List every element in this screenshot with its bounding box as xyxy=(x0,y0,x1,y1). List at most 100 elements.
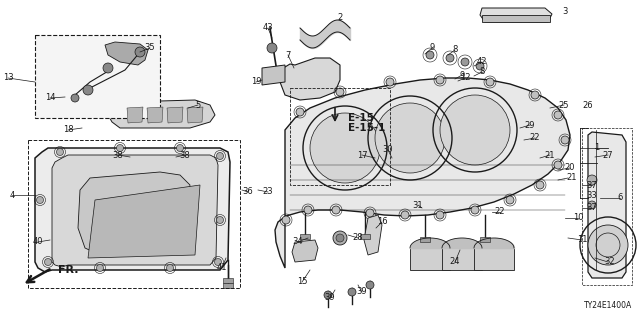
Text: 9: 9 xyxy=(429,44,435,52)
Text: TY24E1400A: TY24E1400A xyxy=(584,301,632,310)
Text: 39: 39 xyxy=(324,293,335,302)
Polygon shape xyxy=(292,240,318,262)
Text: 6: 6 xyxy=(618,194,623,203)
Text: E-15: E-15 xyxy=(348,113,374,123)
Circle shape xyxy=(440,95,510,165)
Text: 10: 10 xyxy=(573,213,583,222)
Circle shape xyxy=(426,51,434,59)
Circle shape xyxy=(554,111,562,119)
Circle shape xyxy=(471,206,479,214)
Polygon shape xyxy=(35,148,230,272)
Circle shape xyxy=(103,63,113,73)
Circle shape xyxy=(336,88,344,96)
Polygon shape xyxy=(280,58,340,100)
Polygon shape xyxy=(108,100,215,128)
Circle shape xyxy=(476,62,484,70)
Circle shape xyxy=(216,153,223,159)
Circle shape xyxy=(216,217,223,223)
Circle shape xyxy=(336,234,344,242)
Circle shape xyxy=(304,206,312,214)
Text: 2: 2 xyxy=(337,13,342,22)
Text: 27: 27 xyxy=(603,150,613,159)
Circle shape xyxy=(267,43,277,53)
Text: 26: 26 xyxy=(582,100,593,109)
Circle shape xyxy=(214,259,221,266)
Circle shape xyxy=(587,175,597,185)
Polygon shape xyxy=(410,248,450,270)
Text: 14: 14 xyxy=(45,93,55,102)
Polygon shape xyxy=(262,65,285,85)
Text: 35: 35 xyxy=(145,44,156,52)
Polygon shape xyxy=(127,107,143,123)
Circle shape xyxy=(531,91,539,99)
Circle shape xyxy=(554,161,562,169)
Text: 33: 33 xyxy=(587,190,597,199)
Polygon shape xyxy=(442,248,482,270)
Text: 24: 24 xyxy=(450,258,460,267)
Text: 17: 17 xyxy=(356,150,367,159)
Text: 5: 5 xyxy=(195,100,200,109)
Polygon shape xyxy=(187,107,203,123)
Polygon shape xyxy=(78,172,190,255)
Polygon shape xyxy=(223,278,233,283)
Text: 7: 7 xyxy=(285,51,291,60)
Polygon shape xyxy=(474,248,514,270)
Polygon shape xyxy=(588,132,626,278)
Circle shape xyxy=(97,265,104,271)
Text: 13: 13 xyxy=(3,74,13,83)
Circle shape xyxy=(506,196,514,204)
Text: 39: 39 xyxy=(356,287,367,297)
Polygon shape xyxy=(147,107,163,123)
Text: 23: 23 xyxy=(262,188,273,196)
Circle shape xyxy=(436,76,444,84)
Text: 41: 41 xyxy=(217,263,227,273)
Text: 8: 8 xyxy=(452,45,458,54)
Text: 1: 1 xyxy=(595,143,600,153)
Circle shape xyxy=(56,148,63,156)
Text: 12: 12 xyxy=(460,74,470,83)
Text: FR.: FR. xyxy=(58,265,79,275)
Text: 22: 22 xyxy=(530,133,540,142)
Text: E-15-1: E-15-1 xyxy=(348,123,385,133)
Circle shape xyxy=(36,196,44,204)
Text: 32: 32 xyxy=(605,258,615,267)
Polygon shape xyxy=(52,155,218,267)
Polygon shape xyxy=(360,234,370,239)
Text: 37: 37 xyxy=(587,204,597,212)
Polygon shape xyxy=(480,8,552,22)
Text: 37: 37 xyxy=(587,180,597,189)
Text: 29: 29 xyxy=(525,121,535,130)
Circle shape xyxy=(436,211,444,219)
Circle shape xyxy=(588,201,596,209)
Polygon shape xyxy=(480,237,490,242)
Circle shape xyxy=(333,231,347,245)
Text: 3: 3 xyxy=(563,7,568,17)
Polygon shape xyxy=(300,234,310,239)
Polygon shape xyxy=(167,107,183,123)
Circle shape xyxy=(282,216,290,224)
Text: 8: 8 xyxy=(479,68,484,76)
Circle shape xyxy=(332,206,340,214)
Circle shape xyxy=(536,181,544,189)
Text: 19: 19 xyxy=(251,77,261,86)
Circle shape xyxy=(401,211,409,219)
Polygon shape xyxy=(223,283,233,288)
Circle shape xyxy=(386,78,394,86)
Text: 25: 25 xyxy=(559,100,569,109)
Circle shape xyxy=(296,108,304,116)
Text: 30: 30 xyxy=(383,146,394,155)
Text: 40: 40 xyxy=(33,237,44,246)
Circle shape xyxy=(116,145,124,151)
Polygon shape xyxy=(420,237,430,242)
Circle shape xyxy=(375,103,445,173)
Circle shape xyxy=(310,113,380,183)
Text: 22: 22 xyxy=(495,207,505,217)
Text: 4: 4 xyxy=(10,190,15,199)
Text: 36: 36 xyxy=(243,188,253,196)
Text: 16: 16 xyxy=(377,218,387,227)
Polygon shape xyxy=(275,78,570,268)
Text: 15: 15 xyxy=(297,277,307,286)
Polygon shape xyxy=(364,215,382,255)
Text: 11: 11 xyxy=(577,236,588,244)
Text: 18: 18 xyxy=(63,125,74,134)
